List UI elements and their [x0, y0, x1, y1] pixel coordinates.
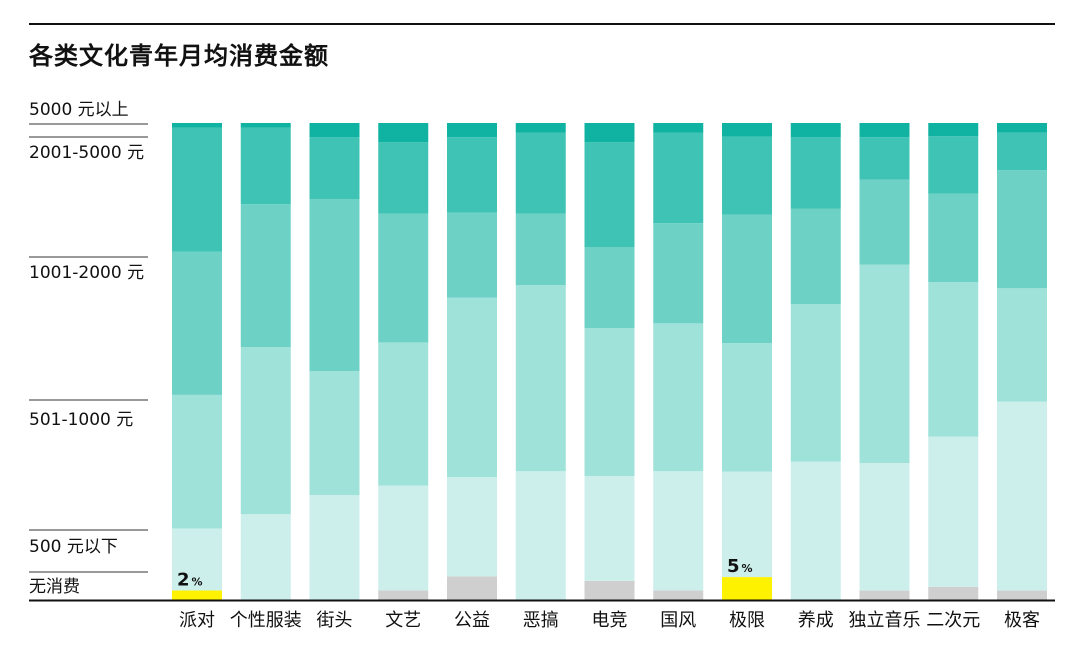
bar-segment-8-1 — [722, 471, 772, 578]
category-label-10: 独立音乐 — [849, 610, 921, 631]
category-label-0: 派对 — [179, 610, 215, 631]
bar-segment-4-4 — [447, 137, 497, 213]
bar-segment-9-5 — [790, 123, 841, 138]
bar-segment-9-1 — [790, 461, 841, 600]
bar-segment-6-4 — [584, 142, 635, 248]
bar-segment-11-3 — [928, 193, 979, 282]
bar-segment-7-5 — [653, 123, 704, 133]
bar-segment-6-2 — [584, 328, 635, 476]
legend-label-1: 2001-5000 元 — [29, 143, 144, 163]
annotation-unit-0: % — [192, 575, 203, 588]
bar-segment-6-1 — [584, 475, 635, 581]
bar-segment-0-5 — [172, 123, 222, 128]
bar-segment-11-0 — [928, 586, 979, 600]
category-label-1: 个性服装 — [230, 610, 302, 631]
bar-segment-11-1 — [928, 436, 979, 587]
bar-segment-2-3 — [309, 199, 360, 372]
bar-segment-6-0 — [584, 580, 635, 600]
bar-segment-5-2 — [515, 285, 566, 472]
bar-segment-10-0 — [859, 590, 910, 600]
bar-segment-6-3 — [584, 247, 635, 329]
bar-segment-11-4 — [928, 136, 979, 194]
category-label-4: 公益 — [454, 610, 490, 631]
bar-segment-10-4 — [859, 137, 910, 180]
bar-segment-3-4 — [378, 142, 429, 214]
bar-segment-11-2 — [928, 282, 979, 437]
bar-segment-5-1 — [515, 471, 566, 600]
bar-segment-3-2 — [378, 342, 429, 486]
bar-segment-1-1 — [240, 514, 291, 600]
bar-segment-0-3 — [172, 251, 222, 395]
bar-segment-12-0 — [997, 590, 1047, 600]
bar-segment-1-4 — [240, 127, 291, 205]
bar-segment-9-3 — [790, 208, 841, 305]
bar-segment-8-2 — [722, 343, 772, 472]
bar-segment-12-3 — [997, 170, 1047, 289]
bar-segment-5-4 — [515, 132, 566, 214]
chart-title: 各类文化青年月均消费金额 — [29, 42, 329, 70]
bar-segment-11-5 — [928, 123, 979, 137]
top-rule — [29, 23, 1055, 25]
bar-segment-2-1 — [309, 495, 360, 600]
bar-segment-5-3 — [515, 213, 566, 286]
bar-segment-12-2 — [997, 288, 1047, 402]
bar-segment-0-2 — [172, 394, 222, 529]
bar-segment-4-3 — [447, 212, 497, 298]
bar-segment-7-4 — [653, 132, 704, 224]
annotation-unit-1: % — [742, 562, 753, 575]
legend-label-2: 1001-2000 元 — [29, 263, 144, 283]
bar-segment-7-2 — [653, 323, 704, 472]
category-label-11: 二次元 — [926, 610, 980, 631]
category-label-7: 国风 — [660, 610, 696, 631]
legend-label-5: 无消费 — [29, 577, 80, 597]
category-label-9: 养成 — [798, 610, 834, 631]
bar-segment-2-2 — [309, 371, 360, 496]
bar-segment-8-4 — [722, 136, 772, 215]
category-label-2: 街头 — [317, 610, 353, 631]
bar-segment-8-5 — [722, 123, 772, 137]
category-label-8: 极限 — [729, 610, 765, 631]
bar-segment-10-3 — [859, 179, 910, 265]
bar-segment-10-5 — [859, 123, 910, 138]
bar-segment-2-5 — [309, 123, 360, 138]
bar-segment-0-0 — [172, 590, 222, 600]
bar-segment-9-2 — [790, 304, 841, 462]
bar-segment-12-5 — [997, 123, 1047, 133]
bar-segment-3-5 — [378, 123, 429, 143]
bar-segment-1-5 — [240, 123, 291, 128]
legend-label-0: 5000 元以上 — [29, 100, 129, 120]
bar-segment-4-2 — [447, 297, 497, 478]
bar-segment-9-4 — [790, 137, 841, 209]
bar-segment-7-3 — [653, 223, 704, 324]
category-label-3: 文艺 — [385, 610, 421, 631]
bar-segment-0-4 — [172, 127, 222, 252]
category-label-5: 恶搞 — [523, 610, 559, 631]
legend-label-3: 501-1000 元 — [29, 410, 133, 430]
bar-segment-4-1 — [447, 477, 497, 577]
bar-segment-10-2 — [859, 264, 910, 464]
bar-segment-1-2 — [240, 347, 291, 515]
category-label-12: 极客 — [1004, 610, 1040, 631]
bar-segment-7-1 — [653, 471, 704, 591]
bar-segment-8-0 — [722, 577, 772, 600]
bar-segment-4-0 — [447, 576, 497, 600]
bar-segment-10-1 — [859, 463, 910, 591]
bar-segment-7-0 — [653, 590, 704, 600]
bar-segment-0-1 — [172, 528, 222, 591]
bar-segment-8-3 — [722, 214, 772, 344]
bar-segment-1-3 — [240, 204, 291, 348]
bar-segment-5-5 — [515, 123, 566, 133]
bar-segment-4-5 — [447, 123, 497, 138]
bar-segment-2-4 — [309, 137, 360, 200]
bar-segment-3-3 — [378, 213, 429, 343]
bar-segment-12-4 — [997, 132, 1047, 171]
bar-segment-12-1 — [997, 401, 1047, 591]
bar-segment-3-0 — [378, 590, 429, 600]
bar-segment-3-1 — [378, 485, 429, 591]
category-label-6: 电竞 — [592, 610, 628, 631]
bar-segment-6-5 — [584, 123, 635, 143]
legend-label-4: 500 元以下 — [29, 537, 118, 557]
